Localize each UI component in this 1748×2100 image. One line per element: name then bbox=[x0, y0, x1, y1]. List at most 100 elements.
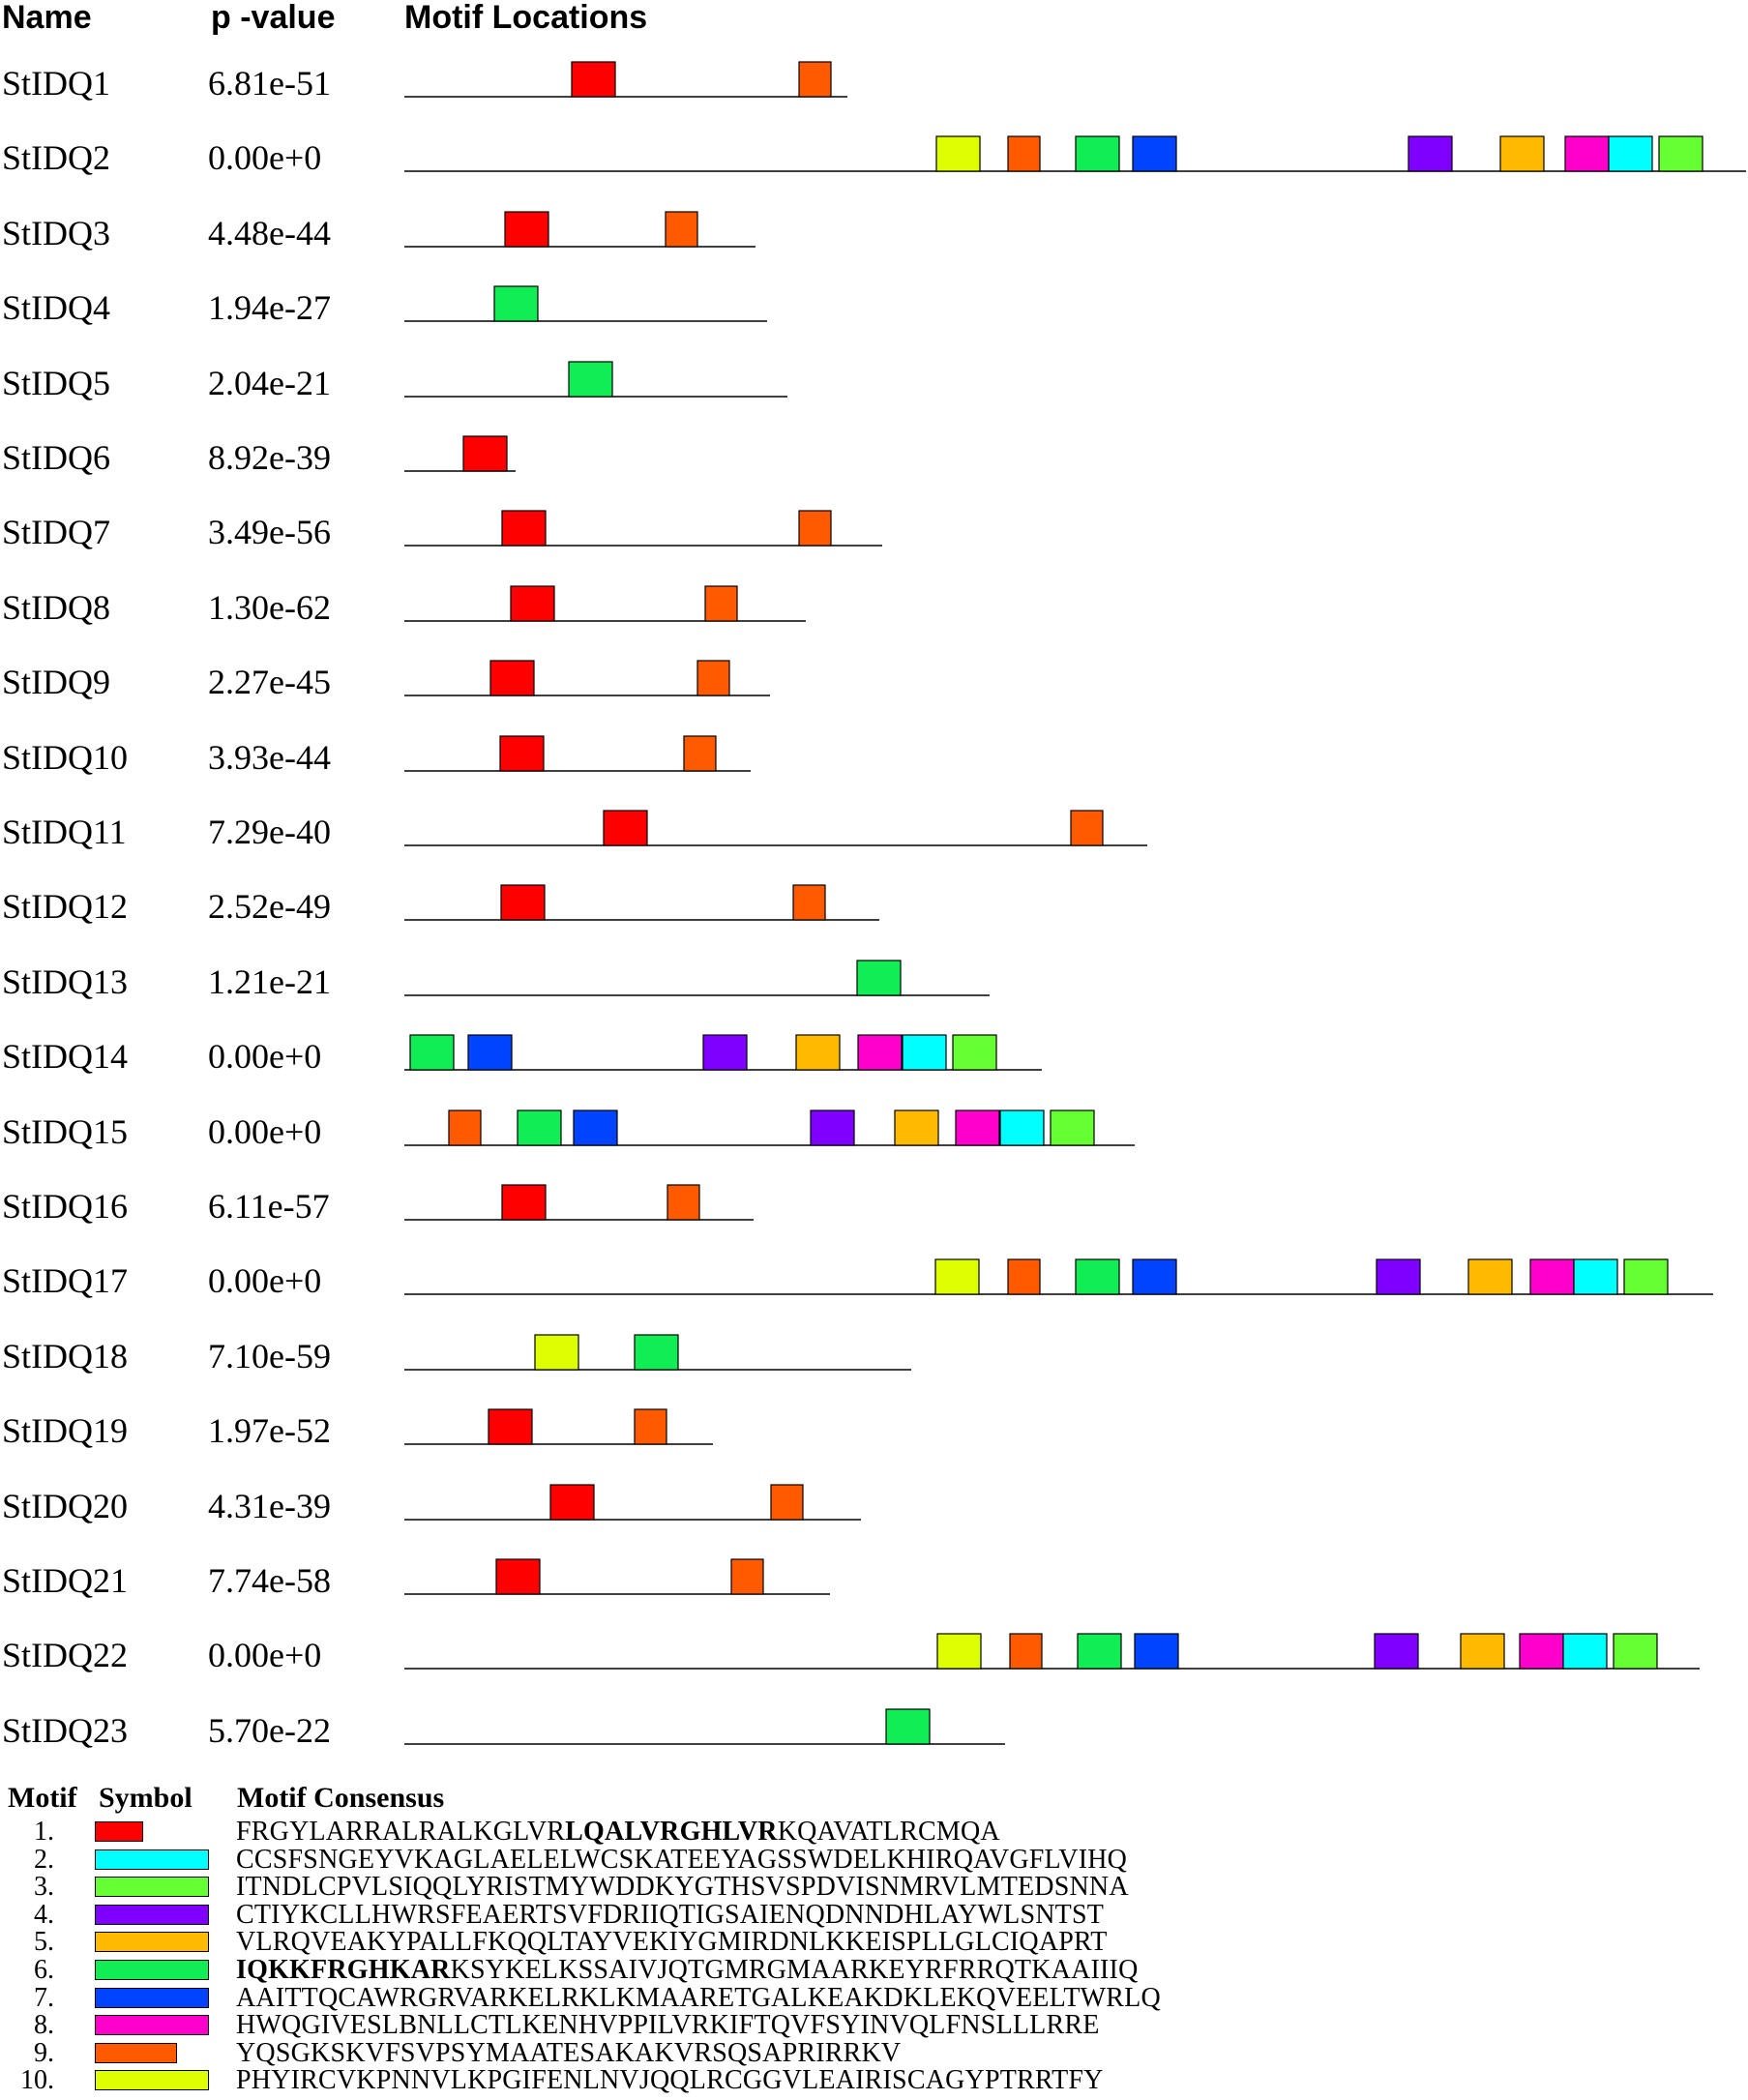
legend-consensus: PHYIRCVKPNNVLKPGIFENLNVJQQLRCGGVLEAIRISC… bbox=[236, 2067, 1104, 2094]
consensus-pre: VLRQVEAKYPALLFKQQLTAYVEKIYGMIRDNLKKEISPL… bbox=[236, 1927, 1108, 1958]
protein-pvalue: 6.81e-51 bbox=[208, 64, 331, 103]
consensus-pre: FRGYLARRALRALKGLVR bbox=[236, 1817, 566, 1847]
protein-name: StIDQ12 bbox=[2, 887, 129, 927]
motif-track bbox=[404, 360, 787, 398]
motif-9-box bbox=[634, 1408, 667, 1445]
motif-track bbox=[404, 1558, 830, 1595]
protein-name: StIDQ7 bbox=[2, 513, 111, 552]
protein-row: StIDQ12 2.52e-49 bbox=[0, 870, 1748, 944]
legend-motif-number: 1. bbox=[34, 1817, 54, 1847]
legend-row: 6. IQKKFRGHKARKSYKELKSSAIVJQTGMRGMAARKEYR… bbox=[0, 1957, 1748, 1984]
legend-row: 2. CCSFSNGEYVKAGLAELELWCSKATEEYAGSSWDELKH… bbox=[0, 1844, 1748, 1875]
consensus-pre: PHYIRCVKPNNVLKPGIFENLNVJQQLRCGGVLEAIRISC… bbox=[236, 2065, 1104, 2096]
legend-header-consensus: Motif Consensus bbox=[237, 1782, 445, 1814]
motif-3-box bbox=[1658, 135, 1704, 172]
motif-track bbox=[404, 884, 879, 922]
protein-pvalue: 2.27e-45 bbox=[208, 663, 331, 702]
protein-row: StIDQ3 4.48e-44 bbox=[0, 196, 1748, 271]
protein-pvalue: 3.49e-56 bbox=[208, 513, 331, 552]
consensus-pre: ITNDLCPVLSIQQLYRISTMYWDDKYGTHSVSPDVISNMR… bbox=[236, 1872, 1129, 1903]
motif-3-box bbox=[1613, 1633, 1658, 1670]
motif-7-box bbox=[467, 1034, 513, 1071]
motif-9-box bbox=[665, 211, 698, 248]
legend-symbol-motif-8 bbox=[95, 2015, 209, 2036]
motif-4-box bbox=[1407, 135, 1453, 172]
legend-row: 8. HWQGIVESLBNLLCTLKENHVPPILVRKIFTQVFSYIN… bbox=[0, 2012, 1748, 2039]
protein-name: StIDQ13 bbox=[2, 961, 129, 1001]
motif-8-box bbox=[955, 1109, 1000, 1146]
motif-1-box bbox=[510, 585, 555, 622]
protein-row: StIDQ19 1.97e-52 bbox=[0, 1394, 1748, 1468]
motif-track bbox=[404, 135, 1746, 173]
motif-9-box bbox=[1007, 135, 1041, 172]
protein-pvalue: 4.48e-44 bbox=[208, 213, 331, 252]
protein-row: StIDQ14 0.00e+0 bbox=[0, 1020, 1748, 1094]
consensus-pre: CCSFSNGEYVKAGLAELELWCSKATEEYAGSSWDELKHIR… bbox=[236, 1844, 1128, 1875]
motif-4-box bbox=[1374, 1633, 1419, 1670]
motif-6-box bbox=[1077, 1633, 1122, 1670]
legend-consensus: VLRQVEAKYPALLFKQQLTAYVEKIYGMIRDNLKKEISPL… bbox=[236, 1929, 1108, 1956]
motif-5-box bbox=[1499, 135, 1545, 172]
protein-name: StIDQ23 bbox=[2, 1710, 129, 1750]
legend-motif-number: 8. bbox=[34, 2010, 54, 2041]
motif-6-box bbox=[634, 1334, 679, 1371]
motif-3-box bbox=[1623, 1258, 1669, 1295]
motif-track bbox=[404, 61, 847, 98]
protein-name: StIDQ20 bbox=[2, 1486, 129, 1525]
motif-track bbox=[404, 1184, 754, 1221]
motif-track bbox=[404, 1334, 911, 1371]
motif-track bbox=[404, 1258, 1713, 1296]
motif-9-box bbox=[1070, 810, 1104, 846]
protein-row: StIDQ16 6.11e-57 bbox=[0, 1169, 1748, 1244]
motif-5-box bbox=[894, 1109, 939, 1146]
legend-motif-number: 10. bbox=[20, 2065, 54, 2096]
protein-name: StIDQ17 bbox=[2, 1261, 129, 1301]
protein-pvalue: 3.93e-44 bbox=[208, 737, 331, 777]
motif-6-box bbox=[409, 1034, 455, 1071]
motif-2-box bbox=[999, 1109, 1045, 1146]
protein-name: StIDQ22 bbox=[2, 1636, 129, 1675]
protein-row: StIDQ21 7.74e-58 bbox=[0, 1544, 1748, 1618]
motif-1-box bbox=[504, 211, 549, 248]
protein-pvalue: 1.97e-52 bbox=[208, 1411, 331, 1451]
protein-row: StIDQ5 2.04e-21 bbox=[0, 346, 1748, 421]
legend-row: 10. PHYIRCVKPNNVLKPGIFENLNVJQQLRCGGVLEAIR… bbox=[0, 2067, 1748, 2094]
legend-row: 9. YQSGKSKVFSVPSYMAATESAKAKVRSQSAPRIRRKV bbox=[0, 2039, 1748, 2067]
consensus-pre: HWQGIVESLBNLLCTLKENHVPPILVRKIFTQVFSYINVQ… bbox=[236, 2010, 1100, 2041]
motif-6-box bbox=[493, 285, 539, 322]
legend-symbol-motif-10 bbox=[95, 2070, 209, 2091]
protein-row: StIDQ8 1.30e-62 bbox=[0, 571, 1748, 645]
motif-track bbox=[404, 1483, 861, 1521]
legend-consensus: HWQGIVESLBNLLCTLKENHVPPILVRKIFTQVFSYINVQ… bbox=[236, 2012, 1100, 2039]
legend-motif-number: 4. bbox=[34, 1899, 54, 1930]
legend-symbol-motif-7 bbox=[95, 1987, 209, 2008]
protein-name: StIDQ10 bbox=[2, 737, 129, 777]
motif-9-box bbox=[704, 585, 738, 622]
protein-row: StIDQ10 3.93e-44 bbox=[0, 721, 1748, 795]
motif-6-box bbox=[1075, 1258, 1120, 1295]
motif-8-box bbox=[1529, 1258, 1575, 1295]
motif-8-box bbox=[857, 1034, 903, 1071]
motif-track bbox=[404, 810, 1147, 846]
motif-track bbox=[404, 585, 806, 622]
legend-header-symbol: Symbol bbox=[99, 1782, 193, 1814]
legend-consensus: YQSGKSKVFSVPSYMAATESAKAKVRSQSAPRIRRKV bbox=[236, 2039, 901, 2067]
protein-row: StIDQ6 8.92e-39 bbox=[0, 421, 1748, 495]
motif-1-box bbox=[549, 1483, 595, 1521]
protein-name: StIDQ3 bbox=[2, 213, 111, 252]
motif-7-box bbox=[1134, 1633, 1179, 1670]
motif-9-box bbox=[696, 660, 730, 696]
motif-10-box bbox=[936, 1633, 982, 1670]
motif-track bbox=[404, 734, 751, 772]
motif-track bbox=[404, 1633, 1700, 1671]
motif-9-box bbox=[667, 1184, 700, 1221]
motif-1-box bbox=[489, 660, 535, 696]
header-motif-locations: Motif Locations bbox=[404, 0, 648, 36]
motif-track bbox=[404, 435, 516, 472]
legend-motif-number: 5. bbox=[34, 1927, 54, 1958]
header-name: Name bbox=[2, 0, 92, 36]
legend-motif-number: 6. bbox=[34, 1955, 54, 1985]
motif-track bbox=[404, 1109, 1135, 1146]
motif-9-box bbox=[448, 1109, 482, 1146]
protein-name: StIDQ14 bbox=[2, 1037, 129, 1077]
